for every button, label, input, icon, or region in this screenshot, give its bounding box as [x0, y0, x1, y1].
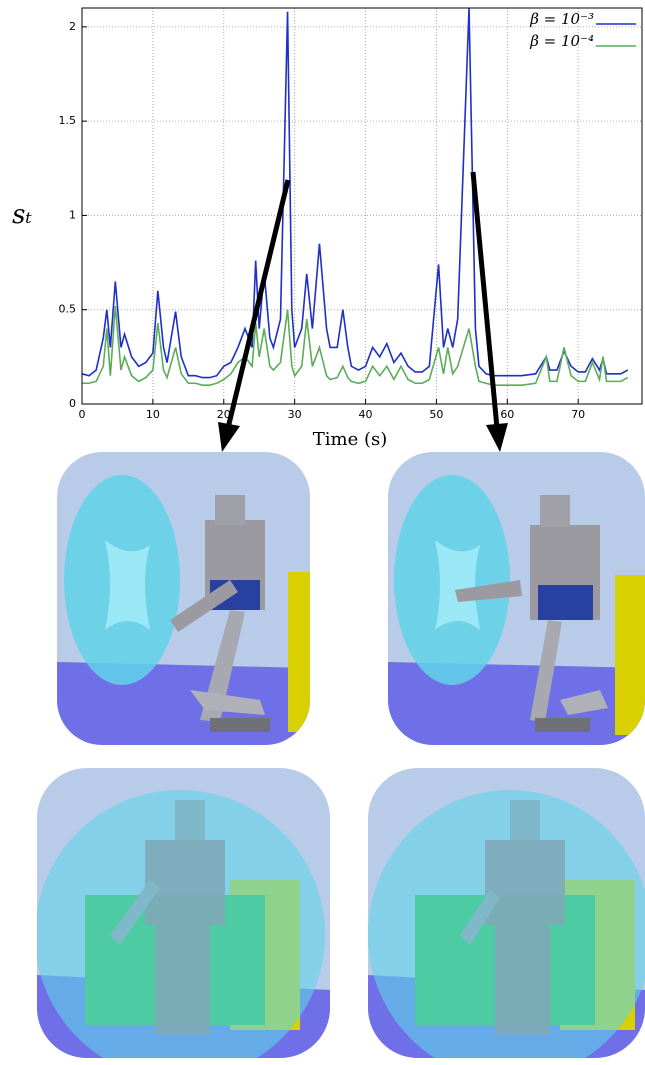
- arrowhead: [486, 423, 508, 452]
- y-tick-label: 0: [69, 397, 76, 410]
- x-tick-label: 0: [79, 408, 86, 421]
- plot-frame: [81, 7, 643, 405]
- sim-image: [57, 452, 310, 745]
- sim-image: [37, 768, 330, 1058]
- x-tick-label: 60: [500, 408, 514, 421]
- x-tick-label: 70: [571, 408, 585, 421]
- sim-image: [388, 452, 645, 745]
- chart: 00.511.520 10 20 30 40 50 60 70β = 10⁻³β = 10⁻⁴: [59, 7, 643, 421]
- y-tick-label: 0.5: [59, 303, 77, 316]
- y-axis-label: sₜ: [12, 200, 32, 230]
- sim-image: [368, 768, 645, 1058]
- legend-label: β = 10⁻⁴: [529, 32, 594, 50]
- series-line: [81, 7, 629, 379]
- arrowhead: [218, 422, 240, 452]
- y-tick-label: 1: [69, 208, 76, 221]
- series-line: [82, 305, 629, 386]
- x-tick-label: 20: [217, 408, 231, 421]
- x-tick-label: 50: [429, 408, 443, 421]
- arrow: [470, 171, 500, 429]
- x-tick-label: 10: [146, 408, 160, 421]
- x-tick-label: 30: [288, 408, 302, 421]
- x-axis-label: Time (s): [313, 429, 388, 450]
- y-tick-label: 1.5: [59, 114, 77, 127]
- arrow: [225, 179, 291, 429]
- x-tick-label: 40: [359, 408, 373, 421]
- y-tick-label: 2: [69, 20, 76, 33]
- legend-label: β = 10⁻³: [529, 10, 594, 28]
